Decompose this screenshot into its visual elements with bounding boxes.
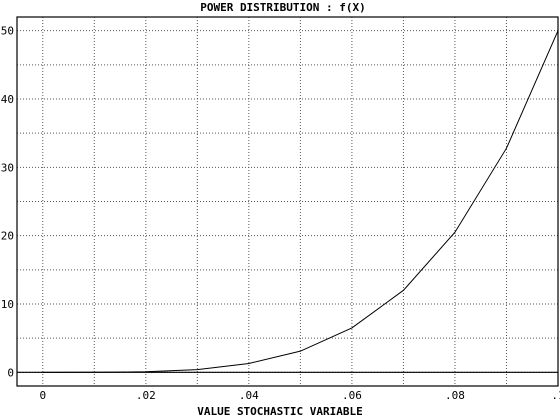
x-tick-label: .04 — [239, 389, 259, 402]
y-tick-label: 30 — [1, 161, 14, 174]
chart-title: POWER DISTRIBUTION : f(X) — [200, 1, 366, 14]
x-tick-label: 0 — [39, 389, 46, 402]
x-tick-label: .02 — [136, 389, 156, 402]
grid — [17, 17, 559, 386]
y-axis-ticks: 0 10 20 30 40 50 — [1, 25, 14, 380]
y-tick-label: 40 — [1, 93, 14, 106]
plot-frame — [16, 16, 559, 387]
y-tick-label: 10 — [1, 298, 14, 311]
x-tick-label: .08 — [445, 389, 465, 402]
x-axis-ticks: 0 .02 .04 .06 .08 .1 — [39, 389, 560, 402]
series-line — [42, 30, 559, 373]
y-tick-label: 20 — [1, 230, 14, 243]
x-tick-label: .06 — [342, 389, 362, 402]
x-tick-label: .1 — [551, 389, 560, 402]
y-tick-label: 50 — [1, 25, 14, 38]
x-axis-label: VALUE STOCHASTIC VARIABLE — [197, 405, 363, 418]
y-tick-label: 0 — [7, 366, 14, 379]
